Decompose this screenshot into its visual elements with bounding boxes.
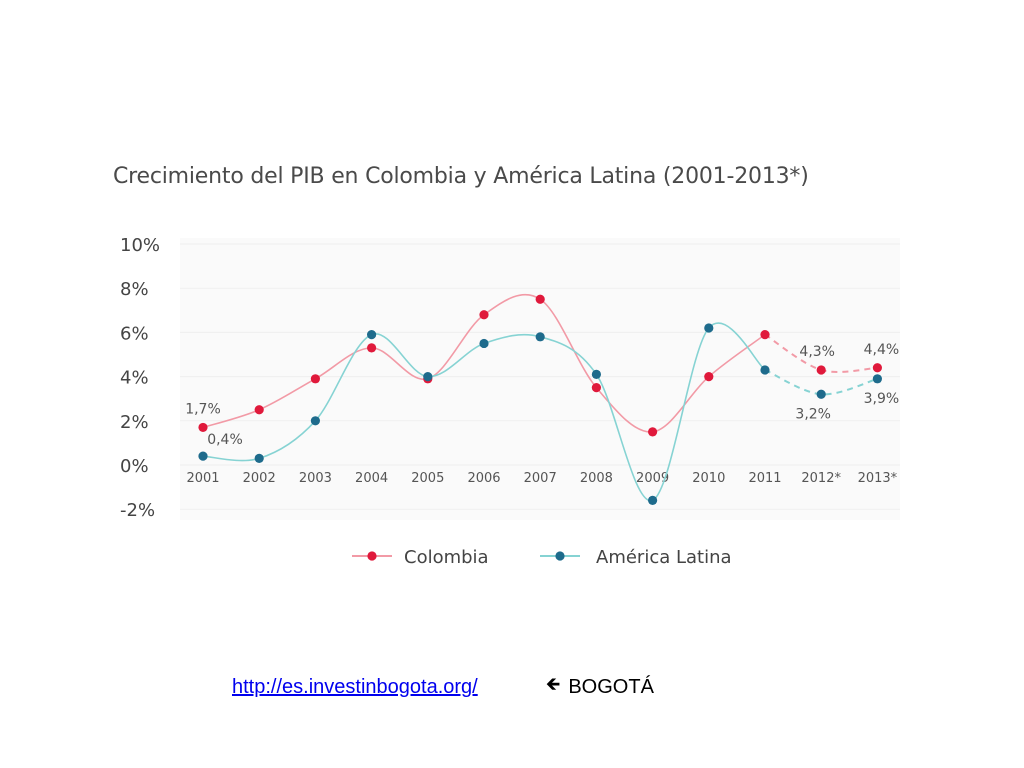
chart-title: Crecimiento del PIB en Colombia y Améric…: [113, 164, 809, 189]
x-tick-label: 2011: [748, 471, 781, 486]
location-label: BOGOTÁ: [568, 675, 654, 698]
data-label: 3,9%: [864, 391, 900, 407]
y-axis-ticks: 10% 8% 6% 4% 2% 0% -2%: [120, 235, 160, 521]
data-point: [310, 416, 320, 426]
footer: http://es.investinbogota.org/ 🡸 BOGOTÁ: [232, 672, 654, 702]
x-tick-label: 2008: [580, 471, 613, 486]
data-point: [872, 374, 883, 384]
x-tick-label: 2007: [524, 471, 557, 486]
y-tick-label: 4%: [120, 368, 149, 389]
data-point: [760, 365, 770, 375]
data-point: [648, 495, 658, 505]
data-label: 4,4%: [864, 342, 900, 358]
y-tick-label: 8%: [120, 279, 149, 300]
x-tick-label: 2013*: [858, 471, 898, 486]
data-point: [648, 427, 658, 437]
legend-marker: [555, 551, 565, 561]
y-tick-label: 6%: [120, 323, 149, 344]
data-label: 1,7%: [185, 401, 221, 417]
data-point: [704, 323, 714, 333]
data-point: [704, 372, 714, 382]
data-point: [872, 363, 883, 373]
x-axis-ticks: 2001 2002 2003 2004 2005 2006 2007 2008 2009 2010…: [186, 471, 897, 486]
data-label: 4,3%: [799, 344, 835, 360]
x-tick-label: 2003: [299, 471, 332, 486]
x-tick-label: 2004: [355, 471, 388, 486]
plot-area: [180, 238, 900, 520]
y-tick-label: 0%: [120, 456, 149, 477]
x-tick-label: 2012*: [801, 471, 841, 486]
x-tick-label: 2006: [467, 471, 500, 486]
y-tick-label: 2%: [120, 412, 149, 433]
x-tick-label: 2009: [636, 471, 669, 486]
data-labels: 1,7% 4,3% 4,4% 0,4% 3,2% 3,9%: [185, 342, 899, 448]
source-link[interactable]: http://es.investinbogota.org/: [232, 675, 478, 698]
arrow-left-icon: 🡸: [545, 674, 561, 694]
legend: Colombia América Latina: [352, 547, 732, 568]
data-point: [254, 453, 264, 463]
data-point: [367, 343, 377, 353]
data-point: [591, 369, 602, 379]
data-point: [591, 383, 602, 393]
data-point: [198, 422, 208, 433]
data-point: [816, 365, 826, 375]
data-point: [310, 374, 320, 384]
data-point: [816, 389, 826, 399]
data-point: [423, 372, 433, 382]
x-tick-label: 2010: [692, 471, 725, 486]
x-tick-label: 2001: [186, 471, 219, 486]
series-line-projected-1: [764, 369, 878, 396]
data-point: [254, 405, 264, 415]
x-tick-label: 2002: [243, 471, 276, 486]
data-point: [760, 330, 770, 340]
data-point: [535, 332, 545, 342]
legend-label: Colombia: [404, 547, 489, 568]
y-tick-label: -2%: [120, 500, 155, 521]
data-point: [479, 338, 489, 349]
y-tick-label: 10%: [120, 235, 160, 256]
data-label: 3,2%: [795, 406, 831, 422]
data-point: [479, 310, 489, 320]
series-points: [198, 294, 883, 505]
data-point: [367, 330, 377, 340]
legend-marker: [367, 551, 377, 561]
data-label: 0,4%: [207, 432, 243, 448]
data-point: [535, 294, 545, 304]
data-point: [198, 451, 208, 461]
x-tick-label: 2005: [411, 471, 444, 486]
legend-label: América Latina: [596, 547, 732, 568]
